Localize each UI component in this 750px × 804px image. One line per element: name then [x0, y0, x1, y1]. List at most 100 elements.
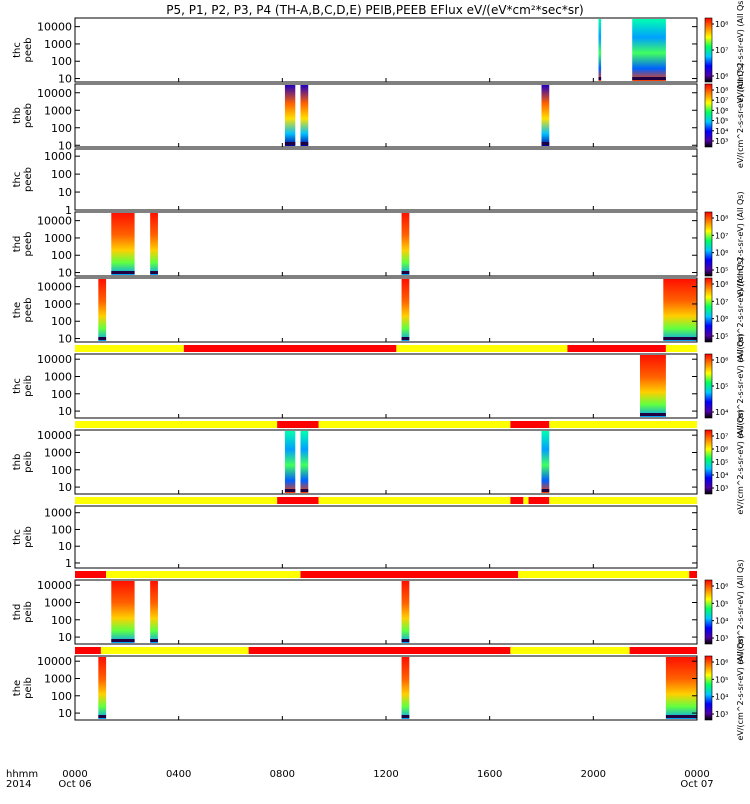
colorbar — [704, 277, 713, 343]
mode-bar-segment-7 — [549, 497, 697, 504]
burst-low-energy-edge-2 — [632, 77, 666, 80]
mode-bar-segment-1 — [75, 647, 101, 654]
time-row-label: hhmm — [6, 769, 38, 780]
mode-bar-segment-2 — [277, 497, 319, 504]
panel-instrument-label: peeb — [23, 298, 34, 323]
mode-bar-segment-2 — [106, 571, 158, 578]
mode-bar-segment-3 — [318, 497, 511, 504]
panel-frame — [74, 277, 698, 343]
mode-bar-segment-2 — [100, 647, 249, 654]
colorbar-tick-label: 10⁵ — [715, 382, 728, 391]
y-tick-label: 10 — [58, 267, 72, 280]
burst-low-energy-edge-1 — [98, 715, 107, 718]
panel-probe-label: the — [12, 302, 23, 318]
mode-bar-segment-4 — [510, 497, 524, 504]
colorbar-tick-label: 10⁷ — [715, 297, 728, 306]
colorbar-label: eV/(cm^2-s-sr-eV) (All Qs) — [736, 191, 745, 296]
time-tick-date: Oct 06 — [58, 779, 91, 790]
colorbar-tick-label: 10⁴ — [715, 617, 728, 626]
colorbar — [704, 83, 713, 148]
panel-instrument-label: peeb — [23, 167, 34, 192]
panel-instrument-label: peib — [23, 451, 34, 473]
colorbar-tick-label: 10⁷ — [715, 46, 728, 55]
mode-bar-segment-4 — [510, 647, 630, 654]
spectrogram-burst-2 — [300, 431, 309, 493]
panel-instrument-label: peib — [23, 526, 34, 548]
colorbar-tick-label: 10⁶ — [715, 582, 728, 591]
mode-bar-segment-3 — [318, 421, 511, 428]
spectrogram-burst-3 — [401, 213, 410, 275]
burst-low-energy-edge-1 — [598, 77, 602, 80]
colorbar-tick-label: 10⁶ — [715, 249, 728, 258]
colorbar-tick-label: 10⁸ — [715, 86, 728, 95]
mode-bar-segment-5 — [523, 497, 529, 504]
panel-instrument-label: peib — [23, 677, 34, 699]
colorbar-label: eV/(cm^2-s-sr-eV) (All Qs) — [736, 333, 745, 438]
spectrogram-burst-1 — [111, 213, 135, 275]
panel-frame — [74, 17, 698, 83]
panel-frame — [74, 353, 698, 419]
mode-bar-segment-1 — [75, 345, 184, 352]
burst-low-energy-edge-1 — [111, 639, 135, 642]
mode-bar-segment-1 — [75, 571, 107, 578]
panel-8: 1000 100 10 1 thc peib — [12, 497, 698, 570]
panel-instrument-label: peib — [23, 601, 34, 623]
y-tick-label: 10000 — [37, 429, 72, 442]
panel-frame — [74, 655, 698, 721]
mode-bar-segment-3 — [157, 571, 301, 578]
time-tick-label: 1200 — [373, 769, 398, 780]
mode-bar-segment-4 — [300, 571, 519, 578]
y-tick-label: 1000 — [44, 298, 72, 311]
panel-frame — [74, 83, 698, 148]
burst-low-energy-edge-2 — [150, 271, 158, 274]
y-tick-label: 1000 — [44, 446, 72, 459]
mode-bar-segment-2 — [183, 345, 397, 352]
y-tick-label: 10 — [58, 631, 72, 644]
time-tick-date: Oct 07 — [680, 779, 713, 790]
y-tick-label: 100 — [51, 464, 72, 477]
colorbar-tick-label: 10⁸ — [715, 214, 728, 223]
mode-bar-segment-5 — [629, 647, 697, 654]
colorbar-tick-label: 10⁷ — [715, 432, 728, 441]
colorbar-label: eV/(cm^2-s-sr-eV) (All Qs) — [736, 0, 745, 103]
spectrogram-burst-2 — [300, 85, 309, 146]
y-tick-label: 1000 — [44, 370, 72, 383]
mode-bar-segment-6 — [528, 497, 550, 504]
colorbar — [704, 579, 713, 645]
colorbar-tick-label: 10⁴ — [715, 693, 728, 702]
y-tick-label: 1000 — [44, 507, 72, 520]
colorbar — [704, 655, 713, 721]
time-tick-label: 1600 — [477, 769, 502, 780]
time-tick-label: 0400 — [166, 769, 191, 780]
panel-3: 1000 100 10 1 thc peeb — [12, 148, 698, 217]
time-tick-label: 0800 — [270, 769, 295, 780]
burst-low-energy-edge-1 — [639, 413, 666, 416]
time-tick-label: 2000 — [581, 769, 606, 780]
y-tick-label: 1 — [65, 204, 72, 217]
colorbar-tick-label: 10⁶ — [715, 445, 728, 454]
spectrogram-burst-3 — [541, 85, 550, 146]
colorbar-tick-label: 10³ — [715, 137, 728, 146]
spectrogram-burst-1 — [111, 581, 135, 643]
colorbar-tick-label: 10⁵ — [715, 599, 728, 608]
panel-probe-label: the — [12, 680, 23, 696]
time-tick-label: 0000 — [684, 769, 709, 780]
y-tick-label: 10 — [58, 139, 72, 152]
colorbar-tick-label: 10⁶ — [715, 72, 728, 81]
colorbar-tick-label: 10³ — [715, 484, 728, 493]
colorbar-tick-label: 10⁵ — [715, 332, 728, 341]
mode-bar-segment-6 — [689, 571, 697, 578]
panel-probe-label: thc — [12, 378, 23, 394]
colorbar-tick-label: 10⁷ — [715, 96, 728, 105]
spectrogram-burst-1 — [98, 657, 107, 719]
y-tick-label: 10000 — [37, 353, 72, 366]
mode-bar-segment-5 — [665, 345, 697, 352]
burst-low-energy-edge-3 — [401, 639, 410, 642]
panel-probe-label: thb — [12, 454, 23, 471]
y-tick-label: 1000 — [44, 38, 72, 51]
mode-bar-segment-5 — [549, 421, 697, 428]
y-tick-label: 1000 — [44, 232, 72, 245]
y-tick-label: 10000 — [37, 281, 72, 294]
